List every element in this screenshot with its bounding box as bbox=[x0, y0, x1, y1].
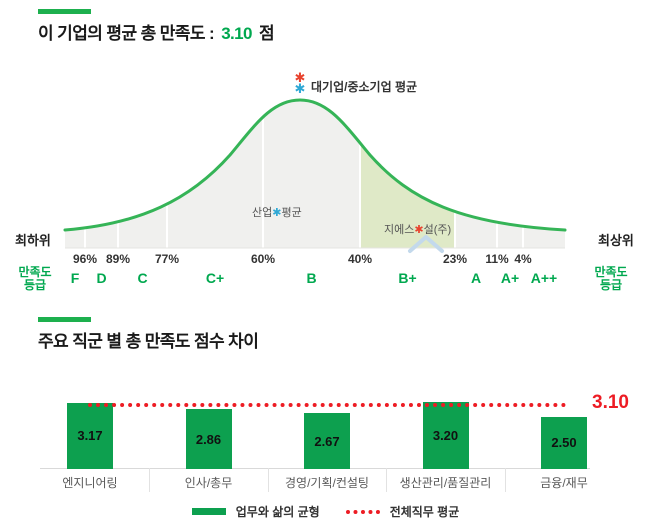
distribution-curve bbox=[63, 98, 567, 232]
distribution-area bbox=[65, 100, 565, 248]
grade-label: C+ bbox=[205, 270, 225, 286]
company-position-label: 지에스✱설(주) bbox=[384, 223, 451, 236]
legend-bar-swatch-icon bbox=[191, 508, 226, 515]
category-label: 엔지니어링 bbox=[62, 476, 118, 490]
legend-dotted-label: 전체직무 평균 bbox=[389, 505, 460, 519]
category-tick bbox=[149, 468, 151, 492]
category-tick bbox=[267, 468, 269, 492]
percentile-label: 89% bbox=[105, 252, 131, 266]
category-label: 금융/재무 bbox=[540, 476, 588, 490]
large-company-marker-icon: ✱ bbox=[295, 70, 306, 85]
distribution-chart: ✱ ✱ 대기업/중소기업 평균 산업✱평균 지에스✱설(주) bbox=[63, 70, 567, 253]
industry-marker-icon: ✱ bbox=[272, 207, 281, 219]
category-tick bbox=[504, 468, 506, 492]
min-extreme-label: 최하위 bbox=[15, 233, 51, 248]
bar-value-label: 3.20 bbox=[432, 428, 459, 444]
grade-label: D bbox=[96, 270, 107, 286]
percentile-label: 23% bbox=[442, 252, 468, 266]
page-title: 이 기업의 평균 총 만족도 : 3.10 점 bbox=[38, 19, 275, 44]
distribution-highlight-area bbox=[360, 142, 455, 248]
grade-label: A bbox=[470, 270, 482, 286]
percentile-label: 77% bbox=[154, 252, 180, 266]
category-label: 인사/총무 bbox=[184, 476, 233, 490]
bar-금융/재무: 2.50 bbox=[541, 416, 587, 469]
bar-value-label: 2.67 bbox=[314, 433, 340, 449]
category-label: 생산관리/품질관리 bbox=[399, 476, 492, 490]
industry-average-label: 산업✱평균 bbox=[252, 206, 302, 219]
grade-label: B bbox=[306, 270, 317, 286]
section-accent-bar bbox=[38, 317, 91, 322]
legend-dotted-swatch-icon bbox=[345, 509, 380, 514]
category-tick bbox=[386, 468, 388, 492]
max-extreme-label: 최상위 bbox=[598, 233, 634, 248]
grade-label: A+ bbox=[500, 270, 520, 286]
grade-label: C bbox=[137, 270, 148, 286]
grade-label: F bbox=[70, 270, 80, 286]
percentile-dividers bbox=[84, 102, 524, 248]
percentile-label: 11% bbox=[485, 252, 509, 266]
title-suffix: 점 bbox=[259, 24, 275, 43]
overall-average-reference-line bbox=[88, 403, 566, 408]
bar-경영/기획/컨설팅: 2.67 bbox=[304, 413, 350, 469]
percentile-label: 4% bbox=[514, 252, 532, 266]
grade-axis-caption-right: 만족도 등급 bbox=[594, 265, 628, 292]
sme-marker-icon: ✱ bbox=[295, 81, 306, 96]
company-marker-icon: ✱ bbox=[414, 224, 423, 236]
bar-인사/총무: 2.86 bbox=[185, 409, 232, 469]
percentile-label: 60% bbox=[250, 252, 276, 266]
average-score: 3.10 bbox=[221, 24, 252, 43]
legend-bar-label: 업무와 삶의 균형 bbox=[235, 505, 320, 519]
company-types-legend-label: 대기업/중소기업 평균 bbox=[311, 79, 417, 94]
category-label: 경영/기획/컨설팅 bbox=[285, 476, 369, 490]
section-accent-bar bbox=[38, 9, 91, 14]
section-jobs-title: 주요 직군 별 총 만족도 점수 차이 bbox=[38, 332, 259, 351]
grade-axis-caption-left: 만족도 등급 bbox=[18, 265, 52, 292]
bar-엔지니어링: 3.17 bbox=[67, 402, 113, 469]
bar-생산관리/품질관리: 3.20 bbox=[422, 402, 469, 469]
percentile-label: 40% bbox=[347, 252, 373, 266]
percentile-label: 96% bbox=[72, 252, 98, 266]
bar-value-label: 2.50 bbox=[551, 435, 577, 451]
grade-label: B+ bbox=[398, 270, 417, 286]
bar-chart-legend: 업무와 삶의 균형 전체직무 평균 bbox=[0, 503, 651, 520]
bar-value-label: 3.17 bbox=[77, 428, 103, 444]
grade-label: A++ bbox=[530, 270, 558, 286]
title-prefix: 이 기업의 평균 총 만족도 : bbox=[38, 24, 215, 43]
bar-value-label: 2.86 bbox=[195, 431, 222, 447]
overall-average-value: 3.10 bbox=[592, 392, 629, 413]
company-position-caret-icon bbox=[408, 235, 444, 253]
